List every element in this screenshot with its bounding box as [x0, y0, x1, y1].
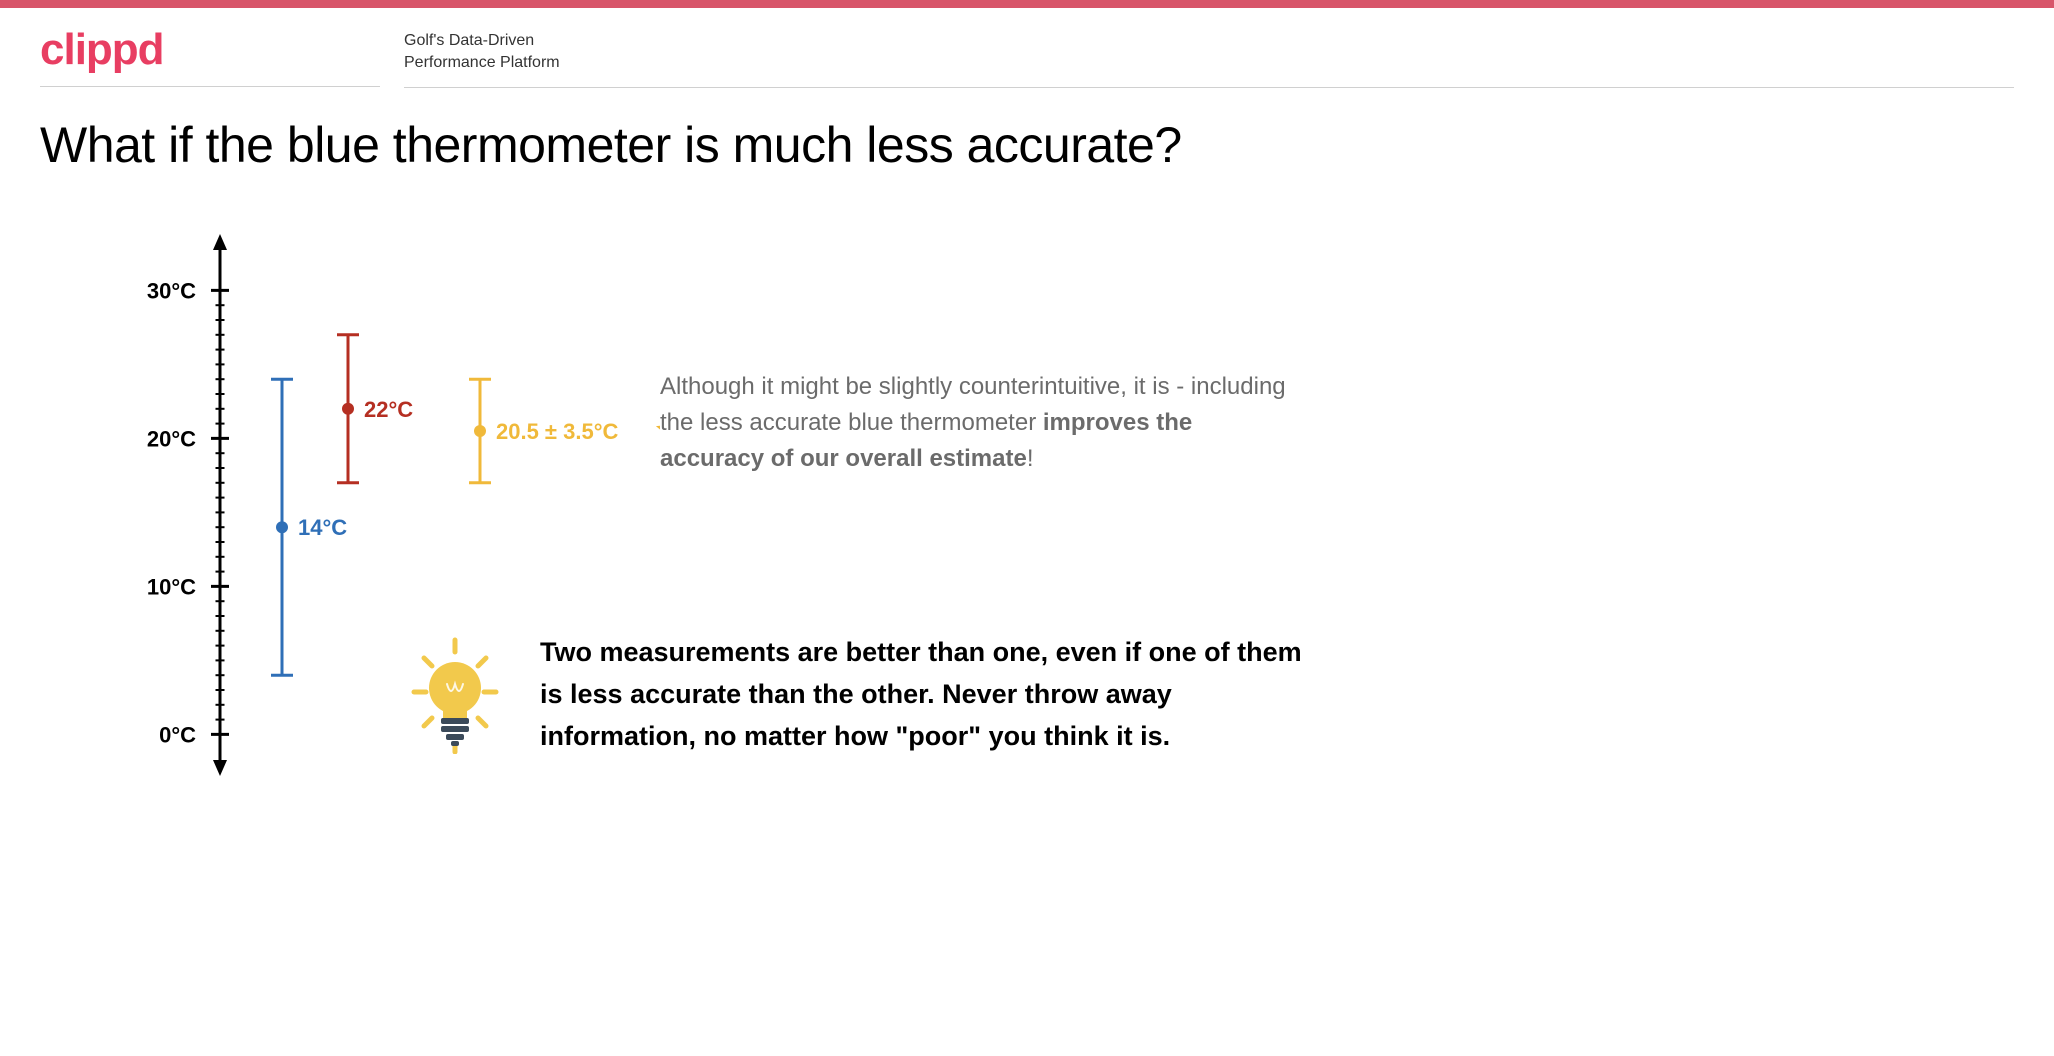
- header: clippd Golf's Data-Driven Performance Pl…: [0, 8, 2054, 88]
- svg-text:30°C: 30°C: [147, 279, 196, 304]
- series-label-yellow: 20.5 ± 3.5°C: [496, 419, 618, 444]
- page-title: What if the blue thermometer is much les…: [0, 88, 2054, 184]
- svg-text:10°C: 10°C: [147, 575, 196, 600]
- logo-text: clippd: [40, 28, 380, 72]
- svg-text:0°C: 0°C: [159, 723, 196, 748]
- logo-block: clippd: [40, 28, 380, 87]
- series-label-red: 22°C: [364, 397, 413, 422]
- tagline-line2: Performance Platform: [404, 52, 2014, 74]
- top-accent-bar: [0, 0, 2054, 8]
- svg-text:20°C: 20°C: [147, 427, 196, 452]
- series-label-blue: 14°C: [298, 515, 347, 540]
- content-area: 0°C 10°C 20°C 30°C 14°C 22°C 20.5 ± 3.5°C Alth…: [0, 184, 2054, 804]
- key-message: Two measurements are better than one, ev…: [540, 632, 1320, 758]
- annotation-bold: improves the accuracy of our overall est…: [660, 409, 1192, 472]
- tagline-line1: Golf's Data-Driven: [404, 30, 2014, 52]
- lightbulb-icon: [400, 634, 510, 759]
- tagline-block: Golf's Data-Driven Performance Platform: [404, 28, 2014, 88]
- annotation-text: Although it might be slightly counterint…: [660, 369, 1300, 477]
